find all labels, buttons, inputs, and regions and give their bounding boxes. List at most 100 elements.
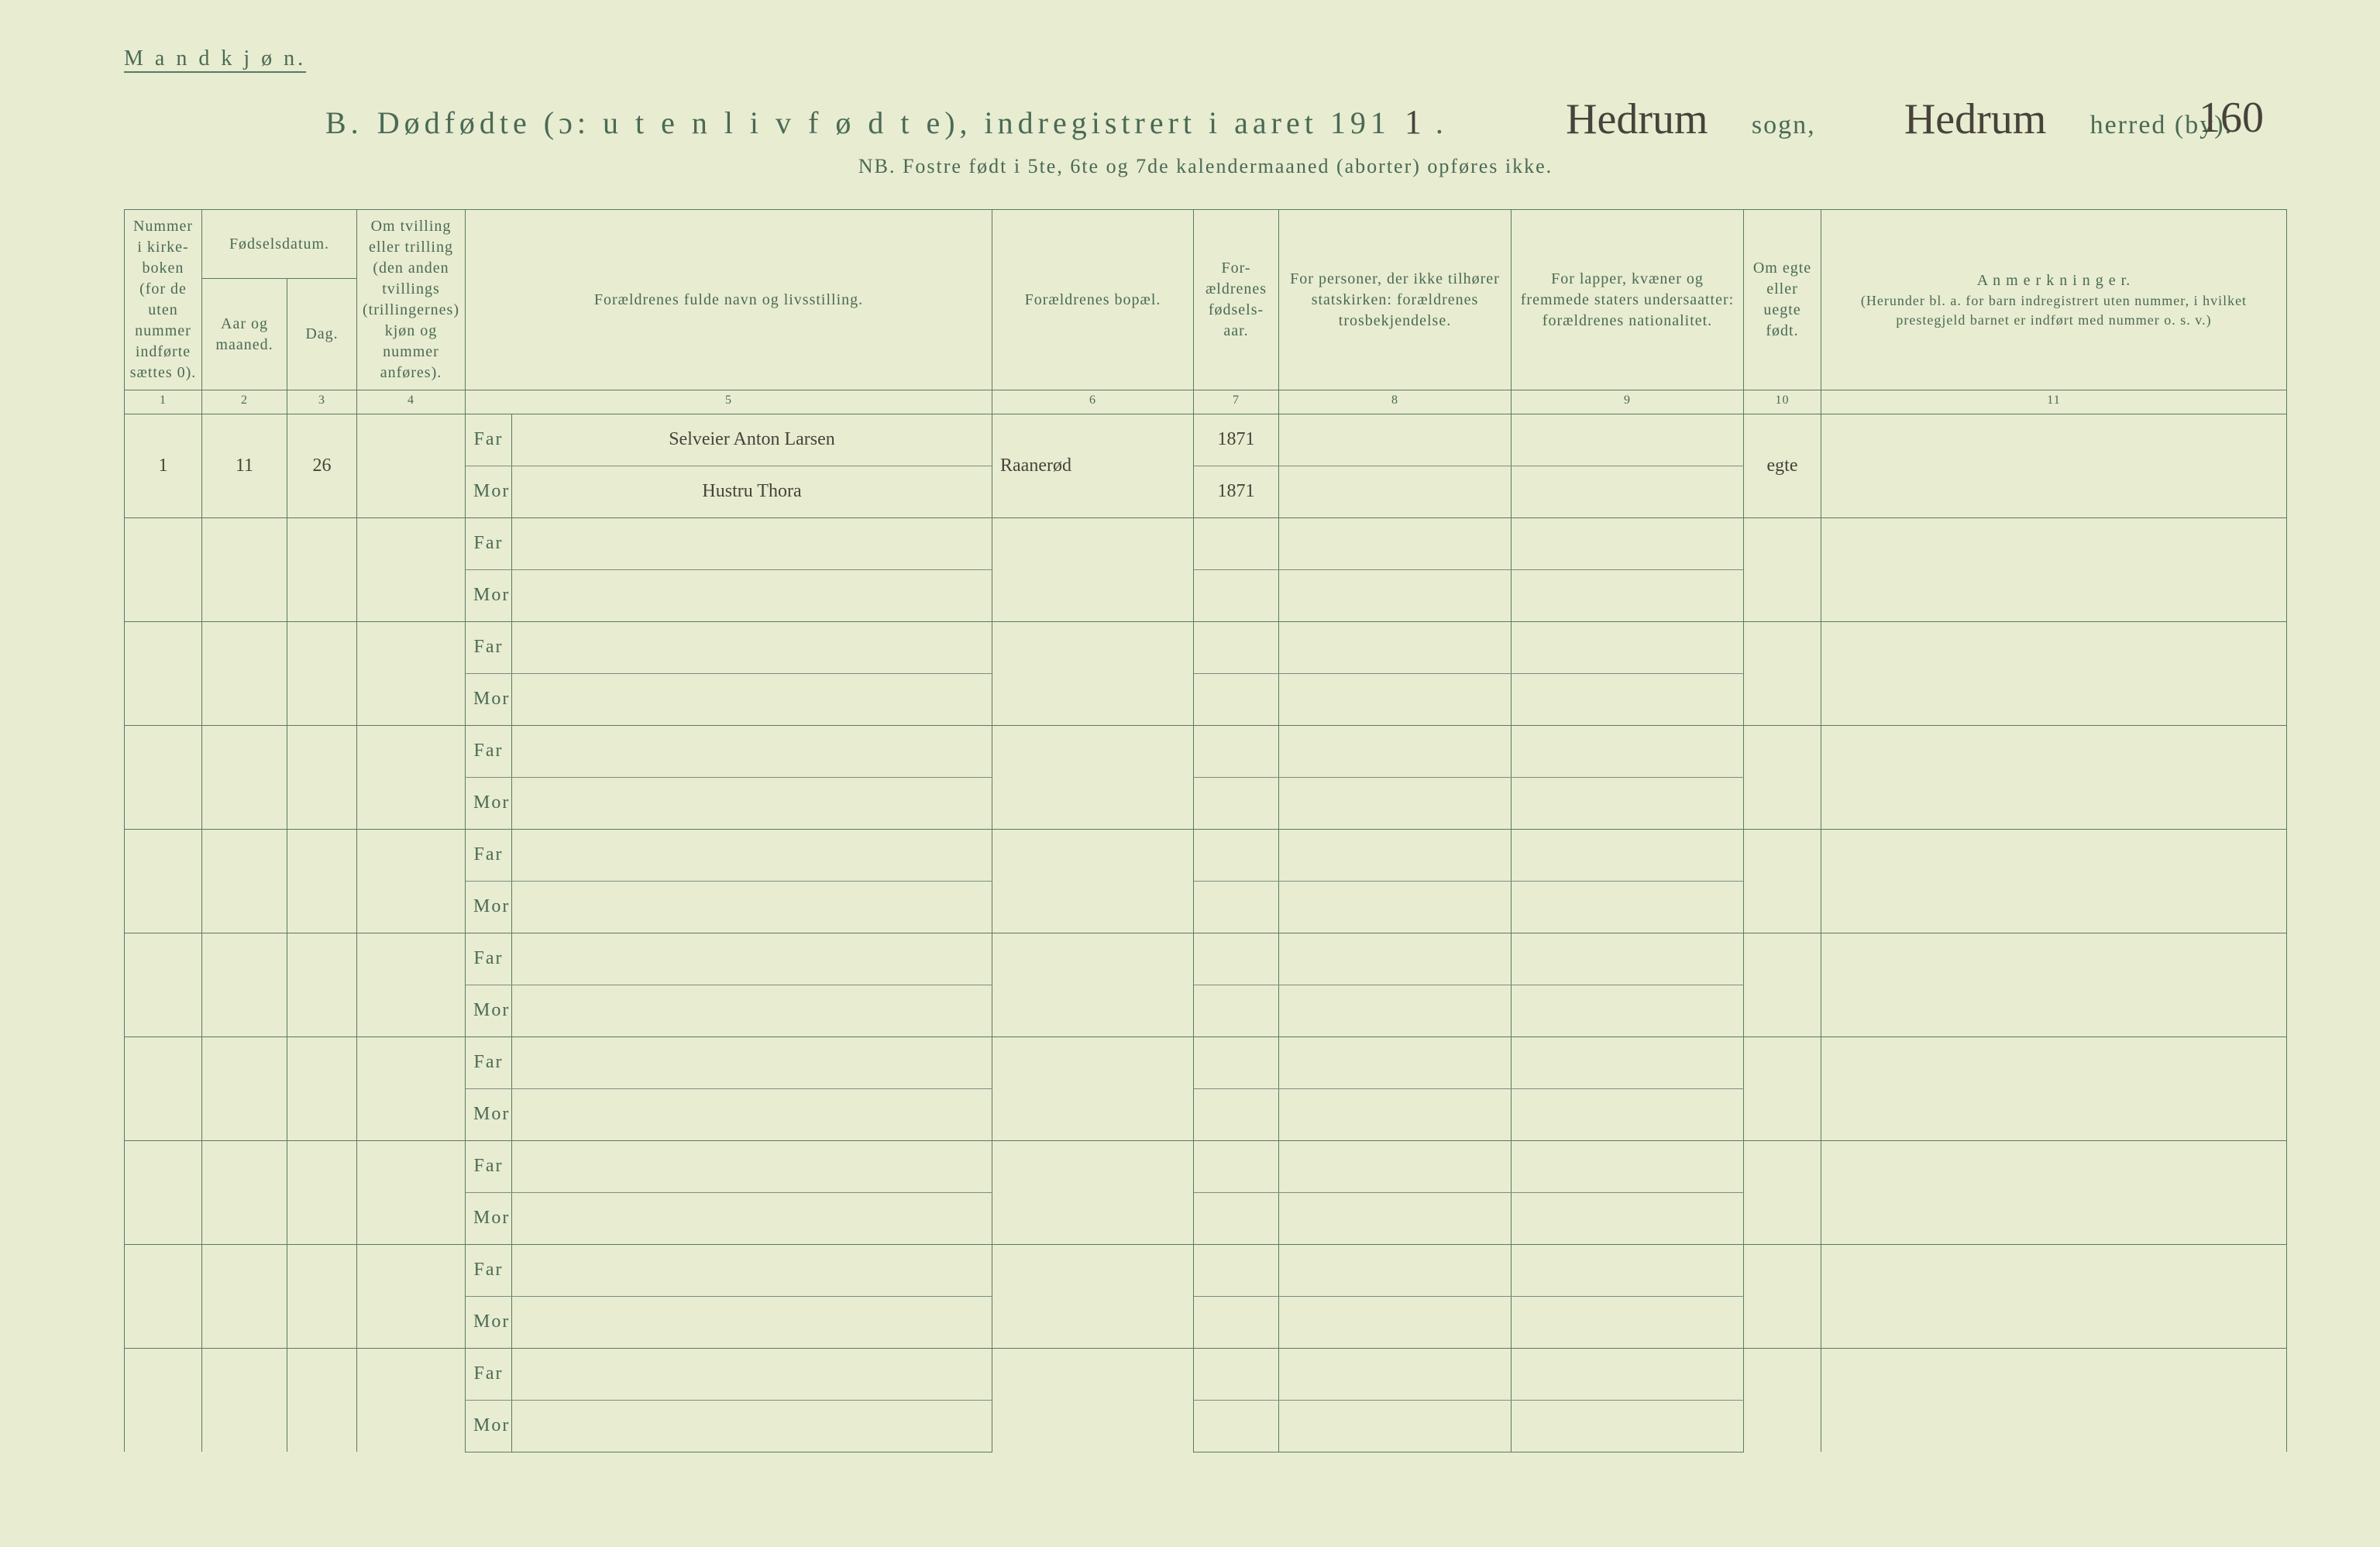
mor-label: Mor	[466, 673, 512, 725]
colnum: 9	[1512, 390, 1744, 414]
cell-far-name	[512, 621, 992, 673]
cell-tros-mor	[1279, 1192, 1512, 1244]
cell-mor-aar	[1194, 673, 1279, 725]
gender-label: M a n d k j ø n.	[124, 46, 306, 73]
cell-aar-maaned	[202, 1348, 287, 1452]
cell-far-aar	[1194, 1244, 1279, 1296]
cell-nat-mor	[1512, 673, 1744, 725]
cell-dag	[287, 1348, 357, 1452]
col-header-tvilling: Om tvilling eller trilling (den anden tv…	[357, 210, 466, 390]
page-number: 160	[2199, 93, 2264, 143]
year-handwritten: 1	[1405, 102, 1422, 142]
cell-anm	[1821, 725, 2287, 829]
cell-nat-far	[1512, 1244, 1744, 1296]
cell-tvilling	[357, 1348, 466, 1452]
cell-mor-name	[512, 881, 992, 933]
table-row: Far	[125, 621, 2287, 673]
cell-anm	[1821, 414, 2287, 517]
mor-label: Mor	[466, 777, 512, 829]
cell-nat-far	[1512, 414, 1744, 466]
cell-dag	[287, 621, 357, 725]
table-row: Far	[125, 1036, 2287, 1088]
cell-dag	[287, 933, 357, 1036]
cell-far-name	[512, 1140, 992, 1192]
colnum: 2	[202, 390, 287, 414]
cell-tros-mor	[1279, 1296, 1512, 1348]
cell-dag	[287, 1036, 357, 1140]
cell-far-aar	[1194, 725, 1279, 777]
cell-tvilling	[357, 829, 466, 933]
col-header-foreldre-navn: Forældrenes fulde navn og livsstilling.	[466, 210, 992, 390]
cell-mor-name	[512, 777, 992, 829]
table-row: Far	[125, 1244, 2287, 1296]
cell-mor-name	[512, 985, 992, 1036]
far-label: Far	[466, 414, 512, 466]
cell-nummer	[125, 1348, 202, 1452]
cell-far-name	[512, 517, 992, 569]
colnum: 7	[1194, 390, 1279, 414]
cell-aar-maaned: 11	[202, 414, 287, 517]
cell-far-name: Selveier Anton Larsen	[512, 414, 992, 466]
cell-far-name	[512, 725, 992, 777]
cell-anm	[1821, 1244, 2287, 1348]
cell-aar-maaned	[202, 1140, 287, 1244]
title-prefix: B.	[325, 105, 363, 141]
col-header-bopael: Forældrenes bopæl.	[992, 210, 1194, 390]
cell-mor-aar: 1871	[1194, 466, 1279, 517]
cell-mor-aar	[1194, 1192, 1279, 1244]
table-row: 11126FarSelveier Anton LarsenRaanerød187…	[125, 414, 2287, 466]
cell-nat-far	[1512, 517, 1744, 569]
cell-far-name	[512, 933, 992, 985]
cell-aar-maaned	[202, 829, 287, 933]
cell-anm	[1821, 1348, 2287, 1452]
far-label: Far	[466, 1140, 512, 1192]
col-header-nummer: Nummer i kirke-boken (for de uten nummer…	[125, 210, 202, 390]
cell-tvilling	[357, 725, 466, 829]
cell-far-aar	[1194, 1348, 1279, 1400]
cell-tros-far	[1279, 1140, 1512, 1192]
mor-label: Mor	[466, 466, 512, 517]
cell-tros-far	[1279, 1348, 1512, 1400]
cell-tros-mor	[1279, 777, 1512, 829]
cell-aar-maaned	[202, 517, 287, 621]
col-header-nationalitet: For lapper, kvæner og fremmede staters u…	[1512, 210, 1744, 390]
mor-label: Mor	[466, 1088, 512, 1140]
cell-mor-aar	[1194, 881, 1279, 933]
cell-far-aar	[1194, 517, 1279, 569]
mor-label: Mor	[466, 881, 512, 933]
cell-nummer: 1	[125, 414, 202, 517]
cell-tvilling	[357, 1140, 466, 1244]
cell-nummer	[125, 1140, 202, 1244]
cell-egte: egte	[1744, 414, 1821, 517]
cell-tros-mor	[1279, 881, 1512, 933]
cell-mor-name	[512, 1192, 992, 1244]
cell-tros-far	[1279, 933, 1512, 985]
cell-tros-far	[1279, 1036, 1512, 1088]
title-main: Dødfødte (ɔ: u t e n l i v f ø d t e), i…	[377, 105, 1391, 141]
table-body: 11126FarSelveier Anton LarsenRaanerød187…	[125, 414, 2287, 1452]
cell-nat-far	[1512, 829, 1744, 881]
cell-tvilling	[357, 414, 466, 517]
colnum: 3	[287, 390, 357, 414]
cell-nat-mor	[1512, 1400, 1744, 1452]
cell-aar-maaned	[202, 725, 287, 829]
sub-note: NB. Fostre født i 5te, 6te og 7de kalend…	[124, 155, 2287, 178]
cell-tros-mor	[1279, 985, 1512, 1036]
table-row: Far	[125, 1348, 2287, 1400]
cell-tvilling	[357, 517, 466, 621]
sogn-label: sogn,	[1752, 111, 1816, 140]
cell-anm	[1821, 829, 2287, 933]
cell-bopael	[992, 1244, 1194, 1348]
cell-anm	[1821, 1036, 2287, 1140]
far-label: Far	[466, 1036, 512, 1088]
far-label: Far	[466, 621, 512, 673]
cell-mor-name	[512, 569, 992, 621]
cell-mor-aar	[1194, 985, 1279, 1036]
table-row: Far	[125, 829, 2287, 881]
cell-egte	[1744, 1140, 1821, 1244]
cell-nummer	[125, 829, 202, 933]
cell-mor-name	[512, 1400, 992, 1452]
herred-value: Hedrum	[1875, 95, 2076, 144]
cell-tros-mor	[1279, 569, 1512, 621]
cell-nat-far	[1512, 1140, 1744, 1192]
